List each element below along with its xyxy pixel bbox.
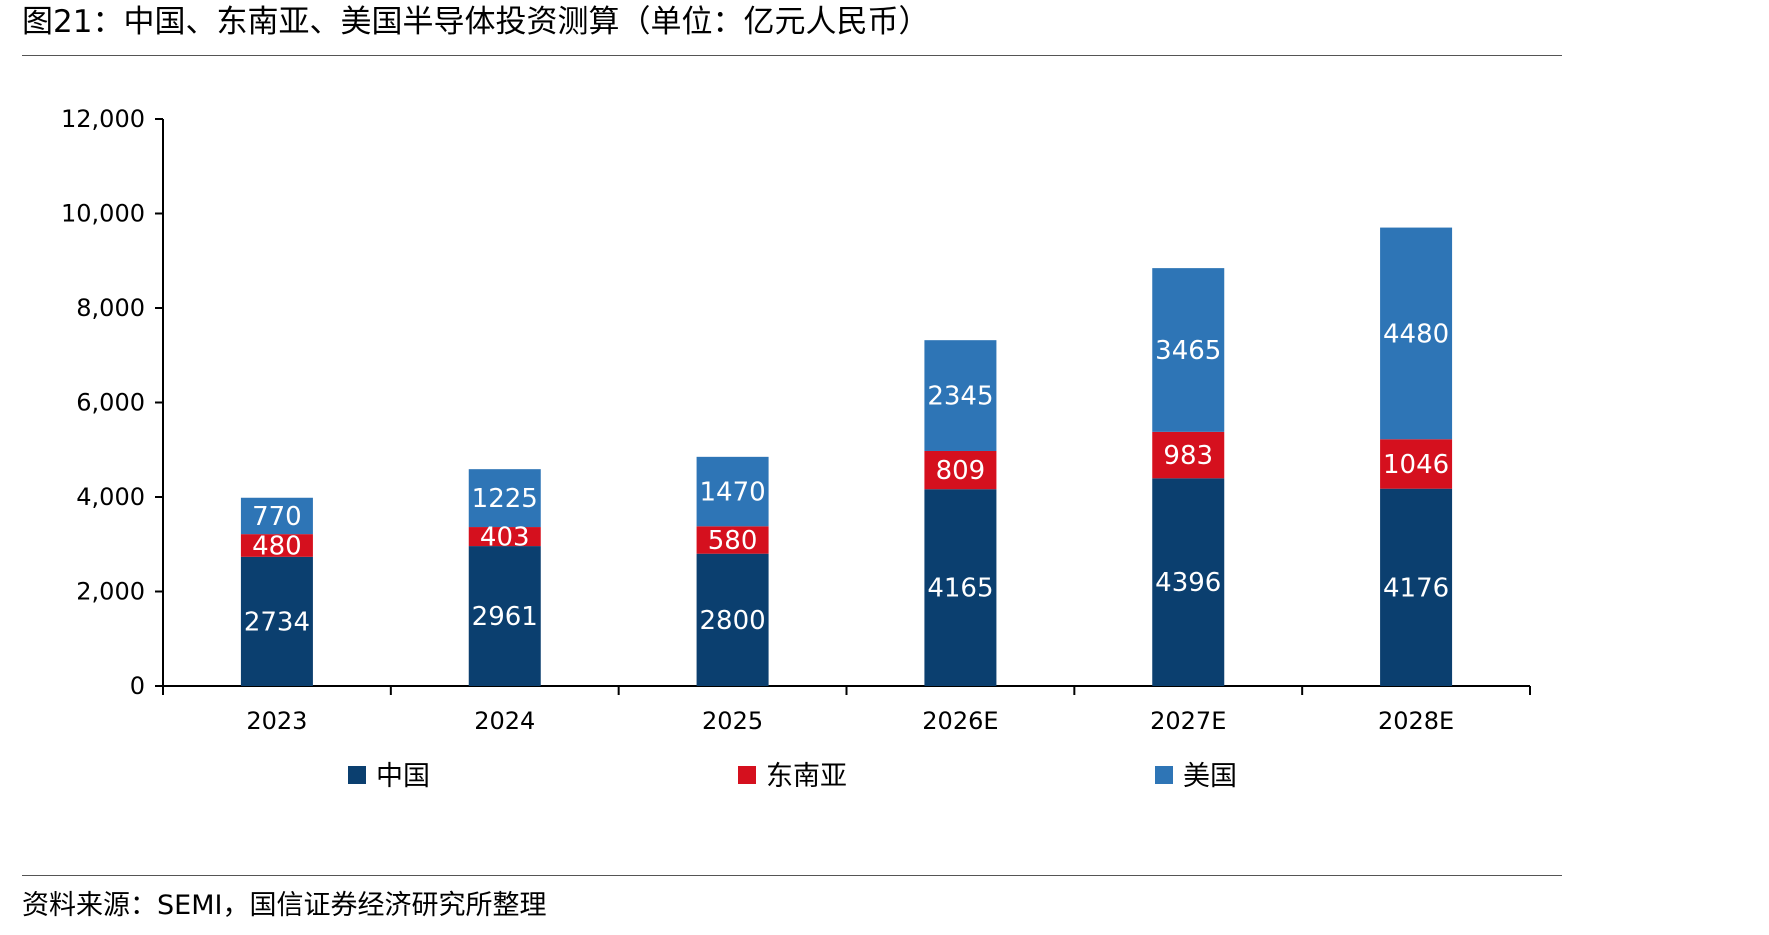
data-label: 1046 <box>1383 450 1449 480</box>
bar-segment <box>1152 478 1225 686</box>
legend-swatch <box>348 766 366 784</box>
bottom-divider <box>22 875 1562 876</box>
data-label: 480 <box>252 531 302 561</box>
x-tick-label: 2023 <box>246 707 307 735</box>
stacked-bar-chart: 0 2,000 4,000 6,000 8,000 10,000 12,000 2023 202… <box>61 105 1531 792</box>
y-tick-label: 10,000 <box>61 200 145 228</box>
bar-segment <box>468 527 541 547</box>
y-tick-label: 4,000 <box>76 483 145 511</box>
chart-bars <box>240 227 1453 686</box>
data-label: 1225 <box>472 484 538 514</box>
data-label: 580 <box>708 526 758 556</box>
data-label: 2800 <box>699 606 765 636</box>
bar-segment <box>240 534 313 557</box>
data-label: 809 <box>936 456 986 486</box>
bar-segment <box>924 450 997 490</box>
bar-segment <box>696 553 769 686</box>
data-label: 2961 <box>472 602 538 632</box>
bar-segment <box>1152 431 1225 479</box>
data-label: 4480 <box>1383 319 1449 349</box>
bar-segment <box>924 489 997 686</box>
chart-axes: 0 2,000 4,000 6,000 8,000 10,000 12,000 2023 202… <box>61 105 1531 735</box>
data-label: 403 <box>480 523 530 553</box>
figure-title: 图21：中国、东南亚、美国半导体投资测算（单位：亿元人民币） <box>22 4 930 40</box>
bar-segment <box>1380 227 1453 440</box>
top-divider <box>22 55 1562 56</box>
y-tick-label: 2,000 <box>76 578 145 606</box>
source-note: 资料来源：SEMI，国信证券经济研究所整理 <box>22 890 547 921</box>
data-label: 770 <box>252 502 302 532</box>
x-tick-label: 2025 <box>702 707 763 735</box>
data-label: 4396 <box>1155 568 1221 598</box>
data-label: 4176 <box>1383 573 1449 603</box>
bar-segment <box>696 456 769 527</box>
bar-segment <box>240 556 313 686</box>
bar-segment <box>468 469 541 528</box>
x-tick-label: 2027E <box>1150 707 1226 735</box>
y-tick-label: 12,000 <box>61 105 145 133</box>
data-label: 4165 <box>927 574 993 604</box>
legend-swatch <box>1155 766 1173 784</box>
data-label: 2345 <box>927 382 993 412</box>
data-label: 2734 <box>244 607 310 637</box>
legend-label: 美国 <box>1183 761 1237 792</box>
bar-segment <box>1152 268 1225 432</box>
data-label: 1470 <box>699 478 765 508</box>
y-tick-label: 8,000 <box>76 294 145 322</box>
y-tick-label: 6,000 <box>76 389 145 417</box>
data-label: 983 <box>1163 441 1213 471</box>
legend-label: 东南亚 <box>766 761 847 792</box>
bar-segment <box>924 340 997 451</box>
x-tick-label: 2026E <box>922 707 998 735</box>
legend-label: 中国 <box>376 761 430 792</box>
data-label: 3465 <box>1155 336 1221 366</box>
y-tick-label: 0 <box>130 672 145 700</box>
x-tick-label: 2024 <box>474 707 535 735</box>
x-tick-label: 2028E <box>1378 707 1454 735</box>
bar-segment <box>696 526 769 554</box>
legend-swatch <box>738 766 756 784</box>
bar-segment <box>240 497 313 535</box>
bar-segment <box>468 546 541 686</box>
chart-legend: 中国 东南亚 美国 <box>348 761 1237 792</box>
bar-segment <box>1380 488 1453 686</box>
bar-segment <box>1380 439 1453 489</box>
